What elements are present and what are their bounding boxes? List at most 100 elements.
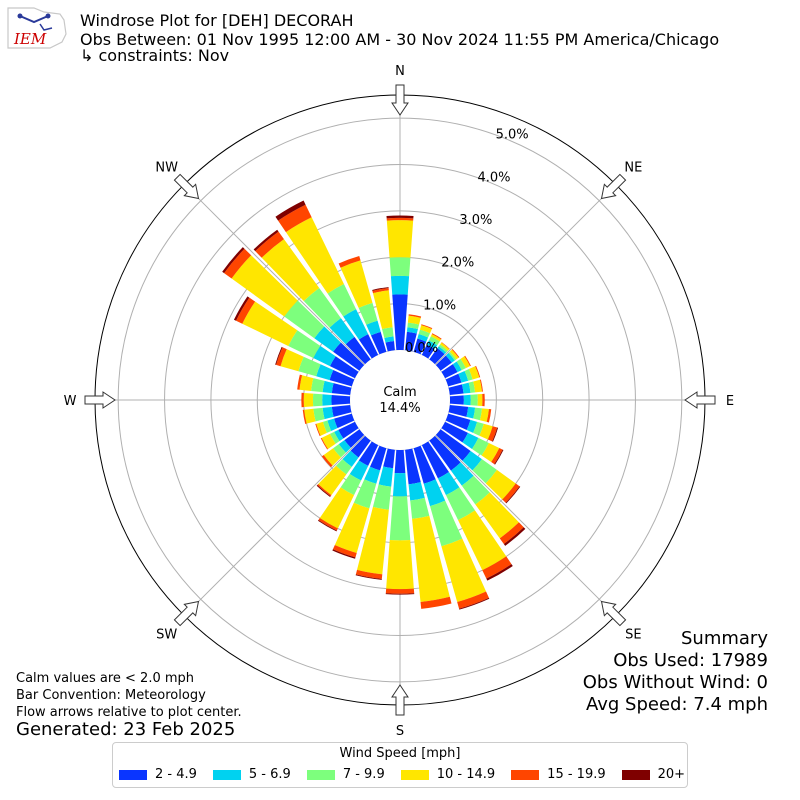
bar-dir-290-bin-2 — [298, 356, 321, 377]
bar-dir-20-bin-2 — [418, 329, 430, 338]
bar-dir-50-bin-4 — [451, 348, 460, 358]
legend-label-3: 10 - 14.9 — [436, 767, 496, 782]
bar-dir-40-bin-4 — [441, 342, 450, 350]
flow-arrow-135 — [600, 600, 627, 627]
bar-dir-140-bin-1 — [450, 462, 474, 486]
bar-dir-180-bin-0 — [394, 449, 406, 474]
legend-swatch-2 — [306, 769, 335, 780]
bar-dir-190-bin-5 — [355, 574, 382, 580]
legend-swatch-1 — [212, 769, 241, 780]
bar-dir-310-bin-5 — [222, 247, 245, 274]
legend-label-4: 15 - 19.9 — [547, 767, 606, 782]
bar-dir-100-bin-4 — [486, 409, 492, 423]
bar-dir-80-bin-1 — [461, 382, 471, 394]
bar-dir-30-bin-4 — [431, 333, 442, 340]
compass-nw: NW — [155, 161, 178, 176]
bar-dir-120-bin-3 — [481, 442, 500, 462]
speed-legend: Wind Speed [mph] 2 - 4.9 5 - 6.9 7 - 9.9 10… — [112, 742, 688, 788]
bar-dir-150-bin-3 — [458, 510, 507, 571]
bar-dir-210-bin-1 — [349, 460, 369, 481]
bar-dir-130-bin-3 — [485, 469, 516, 500]
bar-dir-350-bin-5 — [372, 287, 389, 291]
legend-items: 2 - 4.9 5 - 6.9 7 - 9.9 10 - 14.9 15 - 19.9 2… — [119, 767, 685, 782]
bar-dir-170-bin-1 — [408, 482, 425, 501]
bar-dir-120-bin-2 — [472, 437, 489, 456]
radial-tick-labels: 0.0% 1.0% 2.0% 3.0% 4.0% 5.0% — [405, 128, 529, 356]
bar-dir-350-bin-2 — [382, 327, 394, 339]
bar-dir-20-bin-0 — [413, 338, 427, 355]
bar-dir-320-bin-2 — [303, 287, 341, 328]
radial-tick-5: 5.0% — [496, 128, 529, 143]
bar-dir-150-bin-2 — [445, 487, 476, 521]
bar-dir-40-bin-1 — [437, 346, 447, 355]
bar-dir-0-bin-3 — [386, 220, 414, 258]
bar-dir-220-bin-0 — [350, 435, 371, 458]
bar-dir-100-bin-0 — [448, 405, 469, 417]
bar-dir-30-bin-3 — [430, 334, 442, 342]
bar-dir-50-bin-2 — [448, 351, 457, 361]
bar-dir-150-bin-5 — [486, 564, 513, 581]
bar-dir-180-bin-2 — [389, 496, 411, 541]
legend-swatch-3 — [400, 769, 429, 780]
bar-dir-270-bin-3 — [303, 392, 314, 408]
bar-dir-0-bin-4 — [386, 217, 414, 221]
bar-dir-140-bin-2 — [461, 475, 490, 505]
flow-arrow-225 — [173, 600, 200, 627]
bar-dir-60-bin-2 — [456, 358, 466, 371]
note-calm: Calm values are < 2.0 mph — [16, 671, 195, 686]
bar-dir-50-bin-1 — [445, 352, 455, 363]
note-convention: Bar Convention: Meteorology — [16, 688, 206, 703]
bar-dir-10-bin-2 — [407, 322, 420, 330]
bar-dir-200-bin-1 — [364, 466, 381, 484]
bar-dir-280-bin-2 — [311, 378, 325, 393]
bar-dir-100-bin-2 — [473, 407, 483, 421]
bar-dir-30-bin-2 — [428, 336, 440, 346]
bar-dir-180-bin-1 — [392, 472, 408, 497]
bar-dir-220-bin-1 — [342, 450, 359, 467]
compass-se: SE — [625, 627, 641, 642]
bar-dir-220-bin-5 — [316, 485, 331, 497]
bar-dir-200-bin-4 — [332, 544, 357, 558]
bar-dir-160-bin-3 — [441, 538, 487, 603]
bar-dir-290-bin-3 — [280, 349, 304, 372]
bar-dir-0-bin-1 — [390, 275, 410, 295]
bar-dir-250-bin-2 — [322, 420, 332, 433]
note-arrows: Flow arrows relative to plot center. — [16, 705, 242, 720]
legend-swatch-0 — [119, 769, 147, 780]
bar-dir-120-bin-0 — [441, 421, 468, 443]
flow-arrow-45 — [600, 173, 627, 200]
bar-dir-0-bin-5 — [386, 215, 414, 219]
legend-label-5: 20+ — [657, 767, 686, 782]
summary-avg-speed: Avg Speed: 7.4 mph — [586, 694, 768, 715]
bar-dir-270-bin-1 — [322, 394, 332, 406]
bar-dir-260-bin-0 — [331, 405, 352, 417]
bar-dir-240-bin-0 — [338, 421, 359, 439]
bar-dir-100-bin-3 — [479, 408, 489, 422]
bar-dir-210-bin-2 — [340, 473, 362, 496]
bar-dir-240-bin-3 — [321, 433, 336, 449]
flow-arrow-180 — [391, 684, 409, 716]
bar-dir-90-bin-4 — [482, 393, 485, 407]
flow-arrows — [84, 84, 716, 716]
bar-dir-350-bin-1 — [384, 336, 395, 343]
bar-dir-190-bin-1 — [378, 466, 394, 487]
iem-logo: IEM — [7, 7, 67, 49]
bar-dir-40-bin-2 — [438, 344, 448, 353]
logo-text: IEM — [13, 30, 47, 48]
bar-dir-320-bin-5 — [253, 229, 279, 252]
legend-title: Wind Speed [mph] — [339, 746, 461, 761]
bar-dir-220-bin-3 — [318, 465, 347, 496]
bar-dir-50-bin-3 — [449, 349, 459, 360]
bar-dir-70-bin-4 — [475, 365, 481, 378]
bar-dir-120-bin-5 — [494, 449, 504, 465]
bar-dir-30-bin-1 — [426, 340, 438, 350]
bar-dir-120-bin-1 — [462, 432, 479, 449]
bar-dir-160-bin-2 — [430, 500, 463, 547]
legend-item-2: 7 - 9.9 — [306, 767, 385, 782]
bar-dir-80-bin-0 — [448, 384, 464, 395]
bar-dir-300-bin-0 — [329, 356, 359, 379]
bar-dir-210-bin-0 — [358, 441, 379, 466]
bar-dir-230-bin-1 — [338, 440, 351, 453]
flow-arrow-0 — [391, 84, 409, 116]
bar-dir-280-bin-0 — [331, 383, 352, 395]
